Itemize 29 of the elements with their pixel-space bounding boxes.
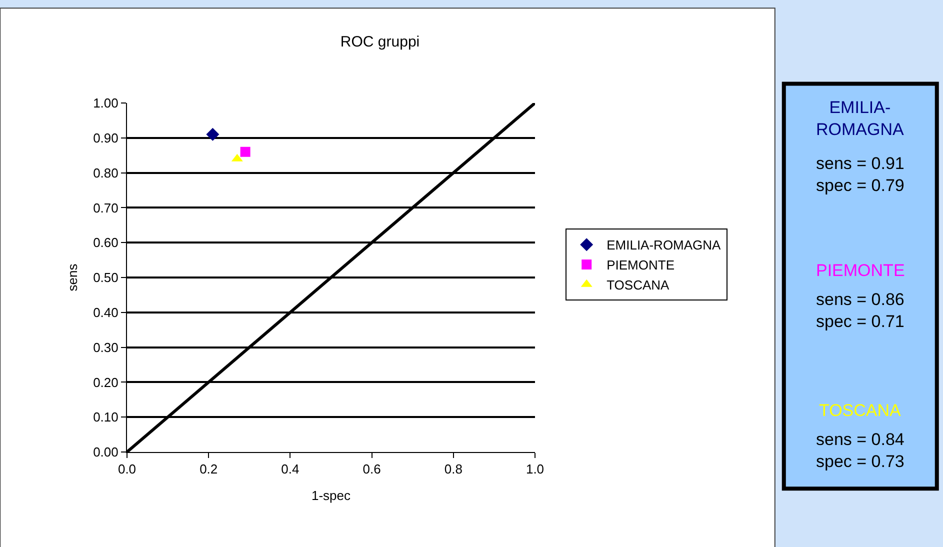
chart-title: ROC gruppi [340, 33, 420, 50]
text: sens = 0.86 spec = 0.71 [816, 290, 904, 332]
y-tick-label: 0.30 [93, 340, 118, 355]
y-tick-label: 0.80 [93, 165, 118, 180]
legend-label: TOSCANA [606, 277, 670, 292]
text: PIEMONTE [816, 261, 905, 280]
x-tick-label: 0.2 [200, 462, 218, 477]
y-tick-label: 0.10 [93, 410, 118, 425]
x-tick-label: 1.0 [526, 462, 544, 477]
x-tick-label: 0.0 [118, 462, 136, 477]
text: TOSCANA [819, 401, 902, 420]
text: sens = 0.84 spec = 0.73 [816, 430, 904, 472]
y-tick-label: 0.40 [93, 304, 118, 320]
y-tick-label: 0.50 [93, 270, 118, 286]
y-tick-label: 0.20 [93, 374, 118, 390]
y-tick-label: 1.00 [93, 96, 118, 111]
text: EMILIA- ROMAGNA [816, 98, 904, 140]
legend-label: PIEMONTE [606, 258, 675, 273]
x-tick-label: 0.6 [362, 462, 381, 477]
y-axis-title: sens [65, 263, 80, 292]
y-tick-label: 0.00 [93, 444, 118, 460]
y-tick-label: 0.60 [93, 235, 118, 250]
y-tick-label: 0.70 [93, 200, 118, 216]
text: sens = 0.91 spec = 0.79 [816, 154, 904, 196]
x-axis-title: 1-spec [311, 488, 352, 504]
y-tick-label: 0.90 [93, 130, 118, 146]
x-tick-label: 0.8 [444, 462, 462, 477]
legend-label: EMILIA-ROMAGNA [606, 238, 722, 253]
x-tick-label: 0.4 [281, 462, 300, 477]
